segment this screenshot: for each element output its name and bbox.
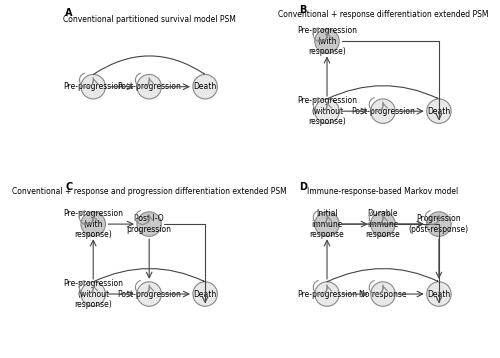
Circle shape <box>315 29 340 53</box>
Circle shape <box>426 212 451 236</box>
FancyArrowPatch shape <box>93 268 204 282</box>
Text: Post-progression: Post-progression <box>351 107 415 116</box>
Text: B: B <box>299 5 306 15</box>
Text: Pre-progression
(with
response): Pre-progression (with response) <box>63 209 123 239</box>
Circle shape <box>370 212 395 236</box>
Circle shape <box>315 282 340 306</box>
Circle shape <box>81 212 106 236</box>
Circle shape <box>137 74 162 99</box>
Text: Death: Death <box>428 290 450 299</box>
Circle shape <box>81 282 106 306</box>
Text: Post I-O
progression: Post I-O progression <box>126 214 172 234</box>
Text: C: C <box>65 182 72 192</box>
Text: No response: No response <box>359 290 406 299</box>
Text: A: A <box>65 8 72 18</box>
Text: Progression
(post-response): Progression (post-response) <box>409 214 469 234</box>
Text: D: D <box>299 182 307 192</box>
Text: Death: Death <box>194 82 216 91</box>
Circle shape <box>426 282 451 306</box>
Circle shape <box>193 74 218 99</box>
FancyArrowPatch shape <box>327 268 438 282</box>
Circle shape <box>193 282 218 306</box>
Circle shape <box>370 99 395 124</box>
Text: Initial
immune
response: Initial immune response <box>310 209 344 239</box>
Circle shape <box>426 99 451 124</box>
Text: Death: Death <box>194 290 216 299</box>
Text: Conventional + response and progression differentiation extended PSM: Conventional + response and progression … <box>12 187 286 197</box>
Text: Pre-progression
(without
response): Pre-progression (without response) <box>63 279 123 309</box>
Text: Durable
immune
response: Durable immune response <box>366 209 400 239</box>
Text: Pre-progression
(with
response): Pre-progression (with response) <box>297 26 357 56</box>
Text: Pre-progression
(without
response): Pre-progression (without response) <box>297 96 357 126</box>
FancyArrowPatch shape <box>93 56 204 74</box>
Text: Pre-progression: Pre-progression <box>63 82 123 91</box>
Circle shape <box>137 212 162 236</box>
Circle shape <box>370 282 395 306</box>
FancyArrowPatch shape <box>327 86 438 99</box>
Text: Post-progression: Post-progression <box>117 82 181 91</box>
Text: Immune-response-based Markov model: Immune-response-based Markov model <box>308 187 458 197</box>
Text: Pre-progression: Pre-progression <box>297 290 357 299</box>
Circle shape <box>81 74 106 99</box>
Text: Conventional + response differentiation extended PSM: Conventional + response differentiation … <box>278 10 488 19</box>
Text: Death: Death <box>428 107 450 116</box>
Text: Conventional partitioned survival model PSM: Conventional partitioned survival model … <box>62 15 236 24</box>
Circle shape <box>315 99 340 124</box>
Circle shape <box>315 212 340 236</box>
Circle shape <box>137 282 162 306</box>
Text: Post-progression: Post-progression <box>117 290 181 299</box>
